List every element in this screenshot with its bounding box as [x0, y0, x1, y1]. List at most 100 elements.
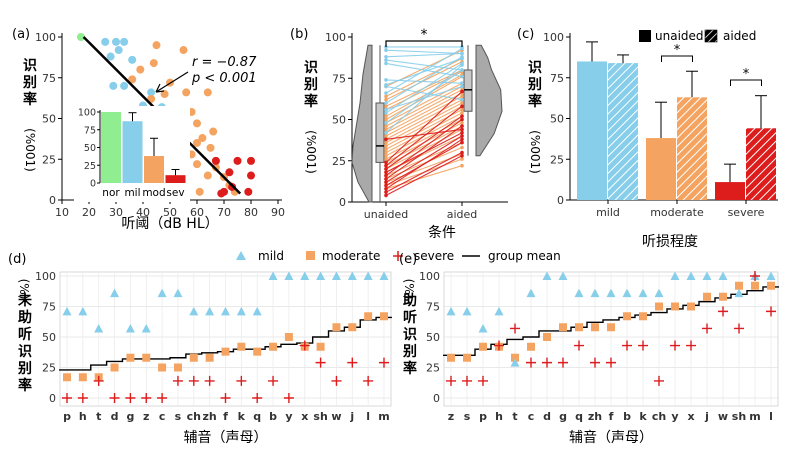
panel-label: (e) [399, 252, 417, 267]
x-tick-label: d [111, 410, 119, 423]
marker-severe [670, 340, 680, 351]
pair-point-aided-mild [460, 68, 464, 72]
marker-severe [446, 375, 456, 386]
y-tick-label: 25 [42, 153, 56, 166]
pair-point-unaided-moderate [384, 127, 388, 132]
marker-mild [157, 288, 167, 298]
x-tick-label: m [378, 410, 389, 423]
marker-severe [462, 375, 472, 386]
x-tick-label: h [495, 410, 503, 423]
marker-moderate [735, 281, 743, 290]
marker-moderate [142, 353, 151, 362]
x-axis-label: 条件 [428, 224, 456, 241]
marker-severe [606, 357, 616, 368]
x-tick-label: m [749, 410, 760, 423]
pair-point-unaided-moderate [384, 144, 388, 148]
marker-mild [94, 323, 104, 333]
x-tick-label: s [175, 410, 182, 423]
point-severe [217, 189, 226, 198]
marker-mild [78, 306, 88, 316]
x-tick-label: mild [596, 206, 620, 219]
pair-line-moderate [385, 86, 463, 127]
y-axis-label-char: 率 [23, 91, 37, 108]
marker-mild [542, 271, 552, 280]
marker-severe [686, 340, 696, 351]
marker-severe [188, 375, 199, 386]
pair-point-unaided-severe [384, 170, 388, 175]
marker-severe [236, 375, 247, 386]
pair-line-mild [385, 59, 463, 71]
point-moderate [193, 119, 201, 128]
marker-moderate [110, 363, 119, 372]
marker-severe [574, 340, 584, 351]
y-tick-label: 0 [557, 194, 564, 207]
x-tick-label: sh [313, 410, 327, 423]
x-tick-label: g [559, 410, 567, 423]
x-tick-label: 80 [244, 206, 258, 219]
pair-line-severe [385, 119, 463, 177]
pair-line-moderate [385, 102, 463, 144]
inset-bar-mil [122, 121, 143, 183]
x-tick-label: 90 [271, 206, 285, 219]
y-axis-label-char: 别 [402, 344, 417, 360]
marker-moderate [463, 353, 471, 362]
panel-label: (d) [8, 252, 26, 267]
marker-severe [638, 340, 648, 351]
annotation-p: p < 0.001 [191, 71, 257, 86]
point-mild [120, 81, 129, 90]
marker-severe [109, 393, 120, 403]
pair-point-unaided-moderate [384, 104, 388, 109]
pair-point-aided-moderate [460, 107, 464, 112]
marker-mild [686, 271, 696, 280]
x-tick-label: j [704, 410, 709, 423]
marker-moderate [623, 312, 631, 321]
x-tick-label: p [63, 410, 71, 423]
pair-point-aided-severe [460, 124, 464, 128]
inset-x-tick-label: sev [166, 187, 184, 199]
y-axis-label-char: 别 [527, 77, 542, 93]
bar-aided-moderate [677, 97, 707, 200]
y-tick-label: 100 [35, 31, 56, 44]
y-axis-label-char: 识 [304, 60, 318, 76]
marker-mild [379, 271, 389, 280]
pair-line-moderate [385, 112, 463, 153]
pair-point-unaided-moderate [384, 154, 388, 158]
pair-point-unaided-mild [384, 91, 388, 95]
y-axis-unit: (%001) [23, 128, 37, 172]
pair-point-aided-severe [460, 104, 464, 109]
inset-y-tick-label: 0 [90, 179, 96, 190]
marker-mild [718, 271, 728, 280]
significance-star: * [743, 67, 750, 82]
legend-label-mild: mild [258, 249, 284, 263]
x-tick-label: y [671, 410, 678, 423]
point-moderate [182, 88, 191, 97]
marker-severe [478, 375, 488, 386]
x-tick-label: t [96, 410, 101, 423]
marker-mild [606, 288, 616, 298]
x-tick-label: h [79, 410, 87, 423]
x-tick-label: w [718, 410, 728, 423]
pair-point-unaided-moderate [384, 150, 388, 155]
pair-point-unaided-moderate [384, 140, 388, 145]
marker-mild [189, 306, 199, 316]
marker-moderate [767, 281, 775, 290]
marker-mild [300, 271, 310, 280]
marker-mild [221, 306, 230, 316]
pair-point-aided-mild [460, 81, 464, 85]
pair-line-moderate [385, 165, 463, 190]
significance-bracket [730, 79, 762, 86]
point-moderate [203, 171, 212, 180]
marker-mild [268, 271, 278, 280]
marker-severe [526, 357, 536, 368]
x-tick-label: aided [447, 208, 478, 221]
y-tick-label: 25 [550, 153, 564, 166]
pair-line-moderate [385, 92, 463, 134]
pair-point-aided-mild [460, 55, 464, 59]
pair-point-unaided-mild [384, 55, 388, 59]
pair-point-aided-mild [460, 51, 464, 56]
marker-mild [446, 306, 456, 316]
pair-point-unaided-mild [384, 78, 388, 82]
pair-point-aided-severe [460, 150, 464, 155]
y-tick-label: 75 [332, 72, 346, 85]
pair-line-mild [385, 56, 463, 104]
